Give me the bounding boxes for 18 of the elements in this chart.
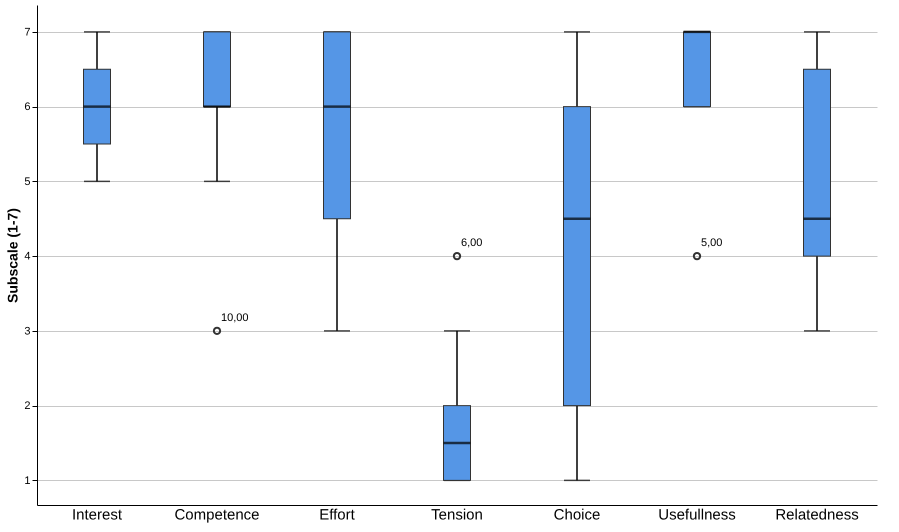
x-tick-label: Relatedness <box>775 506 859 524</box>
y-tick-label: 1 <box>24 474 30 487</box>
y-tick-label: 2 <box>24 400 30 412</box>
annotation: 10,00 <box>221 312 249 324</box>
y-axis-title: Subscale (1-7) <box>4 208 20 303</box>
annotation: 5,00 <box>701 237 722 250</box>
x-tick-label: Tension <box>431 506 483 524</box>
annotation: 6,00 <box>461 237 482 250</box>
x-tick-label: Choice <box>554 506 600 524</box>
y-tick-label: 7 <box>24 26 30 38</box>
y-tick-label: 5 <box>24 176 30 188</box>
x-tick-label: Interest <box>72 506 123 524</box>
y-tick-label: 4 <box>24 250 30 263</box>
y-tick-label: 3 <box>24 325 30 338</box>
y-tick-label: 6 <box>24 101 30 114</box>
x-tick-label: Effort <box>319 506 356 524</box>
x-tick-label: Usefullness <box>658 506 736 524</box>
x-tick-label: Competence <box>174 506 260 524</box>
